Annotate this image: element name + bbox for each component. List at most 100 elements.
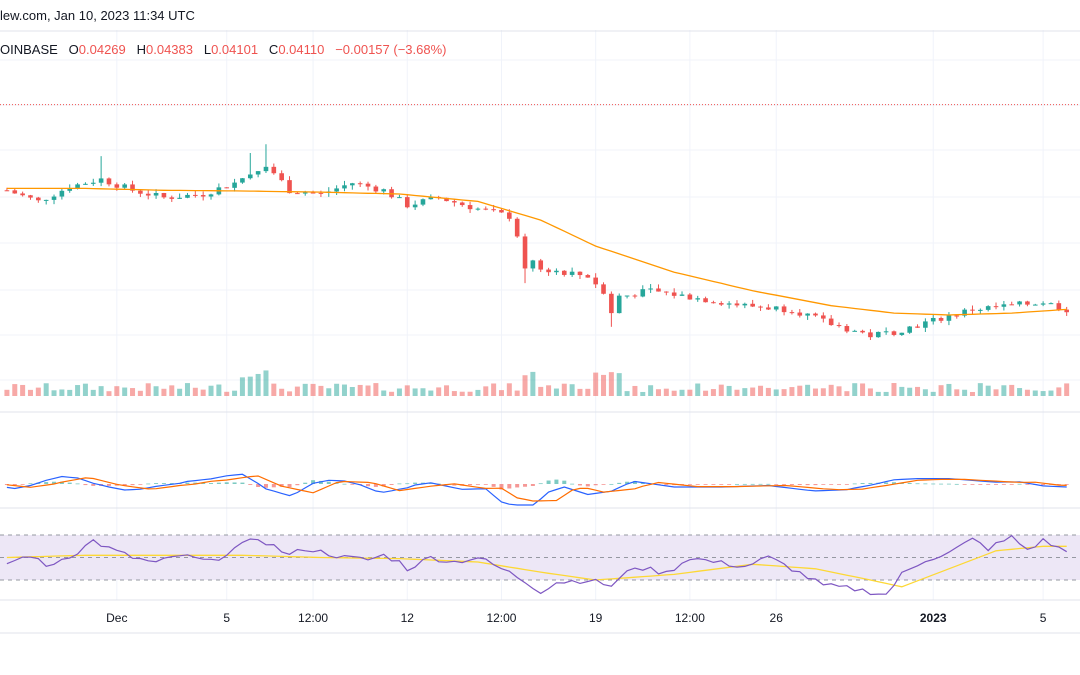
volume-bar [538, 386, 544, 396]
pane-separators [0, 30, 1080, 634]
macd-signal-line [6, 475, 1067, 502]
candle-body [36, 197, 41, 201]
candle-body [593, 277, 598, 285]
volume-bar [310, 383, 316, 396]
candle-body [342, 185, 347, 189]
candle-body [499, 210, 504, 213]
legend-low-label: L [203, 42, 212, 57]
volume-bar [161, 388, 167, 396]
volume-bar [969, 391, 975, 396]
volume-bar [765, 387, 771, 396]
macd-histogram-bar [554, 479, 559, 484]
volume-bar [601, 374, 607, 396]
legend-low-value: 0.04101 [211, 42, 259, 57]
macd-histogram-bar [256, 484, 261, 487]
macd-histogram-bar [499, 484, 504, 490]
macd-histogram-bar [601, 484, 606, 485]
volume-bar [412, 388, 418, 396]
volume-bar [224, 391, 230, 396]
volume-bar [962, 389, 968, 396]
candle-body [891, 331, 897, 335]
macd-histogram-bar [468, 484, 473, 486]
moving-average-line [6, 187, 1067, 316]
candle-body [1040, 303, 1046, 305]
macd-histogram-bar [758, 483, 763, 485]
volume-bar [726, 385, 732, 396]
legend-open-label: O [68, 42, 79, 57]
volume-bar [4, 389, 10, 396]
macd-histogram-bar [962, 484, 967, 485]
macd-histogram-bar [491, 484, 496, 487]
volume-bar [703, 390, 709, 396]
volume-bar [67, 389, 73, 396]
macd-histogram-bar [852, 483, 857, 485]
volume-bar [805, 384, 811, 396]
volume-bar [781, 389, 787, 396]
macd-histogram-bar [530, 484, 535, 486]
candle-body [522, 236, 528, 269]
candle-body [1048, 303, 1054, 305]
macd-histogram-bar [923, 483, 928, 485]
candle-body [232, 182, 237, 188]
volume-bar [655, 389, 661, 396]
volume-bar [640, 391, 646, 396]
volume-bar [514, 390, 520, 396]
chart-source-header: lew.com, Jan 10, 2023 11:34 UTC [0, 8, 195, 23]
candle-body [153, 193, 159, 196]
macd-histogram-bar [986, 484, 991, 485]
volume-bar [483, 386, 489, 396]
volume-bar [20, 384, 26, 396]
candle-body [907, 326, 912, 333]
legend-close-label: C [268, 42, 279, 57]
macd-histogram-bar [829, 484, 834, 485]
volume-bar [860, 383, 866, 396]
macd-histogram-bar [146, 483, 151, 485]
macd-histogram-bar [279, 484, 284, 487]
volume-bar [106, 391, 112, 396]
header-source-text: lew.com, Jan 10, 2023 11:34 UTC [0, 8, 195, 23]
macd-histogram-bar [161, 483, 166, 484]
candle-body [538, 260, 544, 270]
candle-body [671, 292, 677, 296]
macd-histogram-bar [789, 484, 794, 485]
volume-bar [593, 372, 599, 396]
volume-bar [428, 390, 434, 396]
volume-bar [522, 375, 528, 396]
macd-histogram-bar [577, 484, 582, 486]
candle-body [208, 194, 214, 197]
volume-bar [506, 383, 512, 396]
volume-bar [475, 389, 481, 396]
macd-histogram-bar [821, 484, 826, 485]
volume-bar [687, 389, 693, 396]
macd-histogram-bar [562, 480, 567, 484]
candle-body [734, 303, 740, 306]
macd-histogram-bar [593, 484, 598, 486]
volume-bar [349, 387, 355, 396]
volume-bar [1024, 389, 1030, 396]
candle-body [138, 190, 143, 194]
candle-body [122, 184, 127, 188]
candle-body [106, 178, 112, 185]
candle-body [75, 184, 80, 189]
macd-histogram-bar [209, 483, 214, 484]
candle-body [310, 192, 316, 194]
candle-body [970, 309, 975, 311]
macd-histogram-bar [994, 484, 999, 485]
macd-histogram-bar [311, 480, 316, 484]
macd-histogram-bar [805, 484, 810, 486]
x-tick-label: 12 [401, 611, 415, 625]
macd-histogram-bar [483, 484, 488, 485]
candle-body [923, 321, 928, 328]
candle-body [993, 306, 999, 308]
macd-histogram-bar [475, 484, 480, 485]
candle-body [444, 197, 449, 202]
macd-histogram-bar [1017, 483, 1022, 485]
macd-histogram-bar [719, 484, 724, 485]
volume-bar [177, 388, 183, 396]
macd-histogram-bar [632, 481, 637, 484]
candle-body [648, 288, 653, 290]
volume-bar [444, 385, 450, 396]
macd-histogram-bar [83, 484, 88, 486]
candle-body [412, 204, 418, 208]
